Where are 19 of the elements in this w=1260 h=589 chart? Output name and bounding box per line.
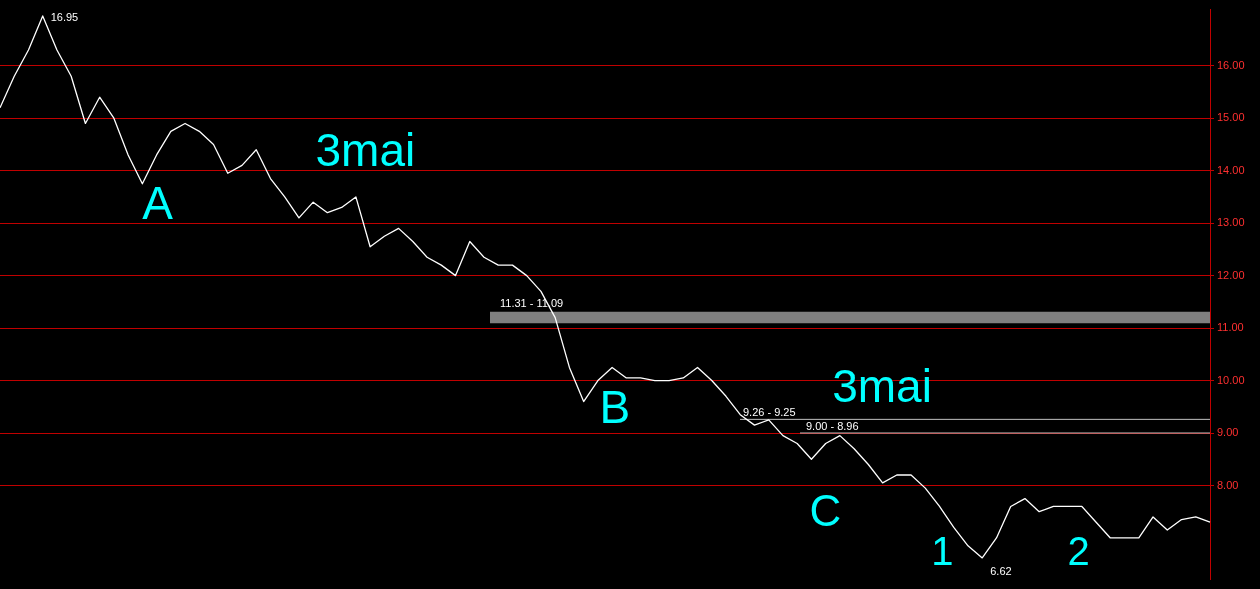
annotation: 2: [1067, 529, 1090, 574]
y-tick-label: 13.00: [1217, 216, 1245, 229]
ref-line-label: 9.26 - 9.25: [743, 405, 796, 418]
y-tick-label: 16.00: [1217, 58, 1245, 71]
y-tick-label: 10.00: [1217, 373, 1245, 386]
y-tick-label: 14.00: [1217, 163, 1245, 176]
y-tick-label: 12.00: [1217, 268, 1245, 281]
y-tick-label: 11.00: [1217, 321, 1244, 334]
y-tick-label: 8.00: [1217, 478, 1239, 491]
annotation: 16.95: [50, 10, 79, 23]
annotation: B: [599, 380, 631, 433]
annotation: 6.62: [990, 564, 1012, 577]
y-tick-label: 15.00: [1217, 111, 1245, 124]
annotation: 1: [931, 529, 954, 574]
y-tick-label: 9.00: [1217, 426, 1239, 439]
annotation: A: [142, 177, 174, 230]
ref-line-label: 9.00 - 8.96: [806, 419, 859, 432]
annotation: 3mai: [315, 124, 416, 177]
annotation: C: [809, 486, 842, 536]
